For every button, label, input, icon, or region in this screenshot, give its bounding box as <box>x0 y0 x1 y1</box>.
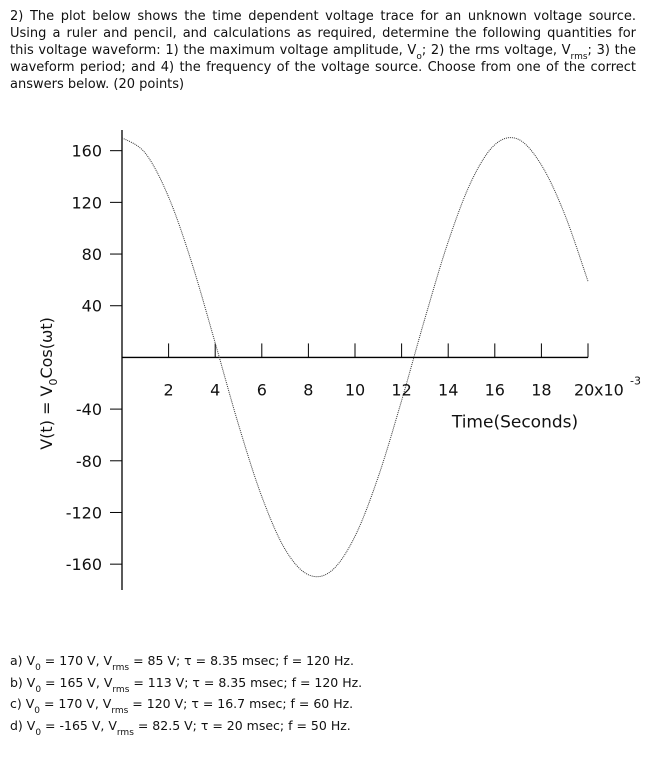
answer-subscript: 0 <box>34 706 41 716</box>
answer-text: a) V <box>10 653 36 668</box>
x-multiplier: x10 <box>594 380 624 399</box>
x-tick-label: 20 <box>574 380 594 399</box>
y-tick-label: -80 <box>76 452 102 471</box>
y-axis-label-subscript: 0 <box>47 379 60 386</box>
x-tick-label: 8 <box>303 380 313 399</box>
answers: a) V0 = 170 V, Vrms = 85 V; τ = 8.35 mse… <box>10 650 610 738</box>
chart: -160 -120 -80 -40 40 80 120 160 2 4 6 8 10 12 14 16 18 20… <box>37 130 641 590</box>
x-tick-label: 2 <box>164 380 174 399</box>
x-tick-label: 6 <box>257 380 267 399</box>
answer-subscript: rms <box>112 663 130 673</box>
question-subscript: rms <box>570 52 588 62</box>
answer-option: c) V0 = 170 V, Vrms = 120 V; τ = 16.7 ms… <box>10 693 610 716</box>
answer-text: c) V <box>10 696 35 711</box>
y-axis-label: V(t) = V0Cos(ωt) <box>37 317 60 450</box>
x-tick-label: 16 <box>485 380 505 399</box>
x-axis-label: Time(Seconds) <box>451 412 578 432</box>
question-text: ; 3) the waveform period; and 4) the fre… <box>10 43 636 92</box>
y-tick-label: 160 <box>71 142 102 161</box>
answer-text: = 170 V, V <box>40 653 113 668</box>
x-tick-label: 12 <box>391 380 411 399</box>
question: 2) The plot below shows the time depende… <box>10 8 636 93</box>
voltage-trace <box>121 137 589 578</box>
answer-subscript: rms <box>111 706 129 716</box>
question-text: 2) The plot below shows the time depende… <box>10 9 636 58</box>
y-tick-label: -40 <box>76 400 102 419</box>
y-tick-label: 80 <box>82 245 102 264</box>
answer-text: d) V <box>10 717 36 733</box>
answer-subscript: rms <box>112 684 130 695</box>
question-subscript: o <box>416 52 422 62</box>
answer-option: a) V0 = 170 V, Vrms = 85 V; τ = 8.35 mse… <box>10 650 610 673</box>
y-tick-label: -160 <box>66 555 102 574</box>
y-tick-label: -120 <box>66 503 102 522</box>
answer-text: = 170 V, V <box>40 696 112 711</box>
answer-option: d) V0 = -165 V, Vrms = 82.5 V; τ = 20 ms… <box>10 715 610 738</box>
answer-text: = 113 V; τ = 8.35 msec; f = 120 Hz. <box>129 674 363 690</box>
x-tick-label: 4 <box>210 380 220 399</box>
y-axis-label-text: Cos(ωt) <box>37 317 56 378</box>
x-tick-label: 18 <box>531 380 551 399</box>
answer-text: = 82.5 V; τ = 20 msec; f = 50 Hz. <box>133 717 351 733</box>
answer-text: b) V <box>10 674 36 690</box>
answer-subscript: 0 <box>35 727 42 738</box>
x-multiplier-exponent: -3 <box>630 374 641 387</box>
x-tick-label: 10 <box>345 380 365 399</box>
y-tick-label: 120 <box>71 193 102 212</box>
answer-text: = 165 V, V <box>41 674 113 690</box>
y-tick-label: 40 <box>82 297 102 316</box>
answer-option: b) V0 = 165 V, Vrms = 113 V; τ = 8.35 ms… <box>10 672 610 695</box>
answer-text: = 120 V; τ = 16.7 msec; f = 60 Hz. <box>128 696 354 711</box>
answer-subscript: 0 <box>35 663 41 673</box>
answer-text: = 85 V; τ = 8.35 msec; f = 120 Hz. <box>129 653 354 668</box>
answer-subscript: rms <box>116 727 134 738</box>
answer-text: = -165 V, V <box>41 717 117 733</box>
question-text: ; 2) the rms voltage, V <box>421 43 571 58</box>
x-tick-label: 14 <box>438 380 458 399</box>
y-axis-label-text: V(t) = V <box>37 385 56 449</box>
answer-subscript: 0 <box>35 684 42 695</box>
